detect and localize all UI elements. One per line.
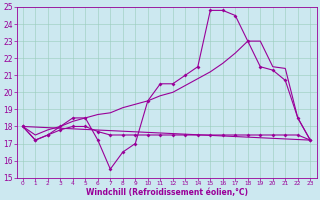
X-axis label: Windchill (Refroidissement éolien,°C): Windchill (Refroidissement éolien,°C) [85,188,248,197]
